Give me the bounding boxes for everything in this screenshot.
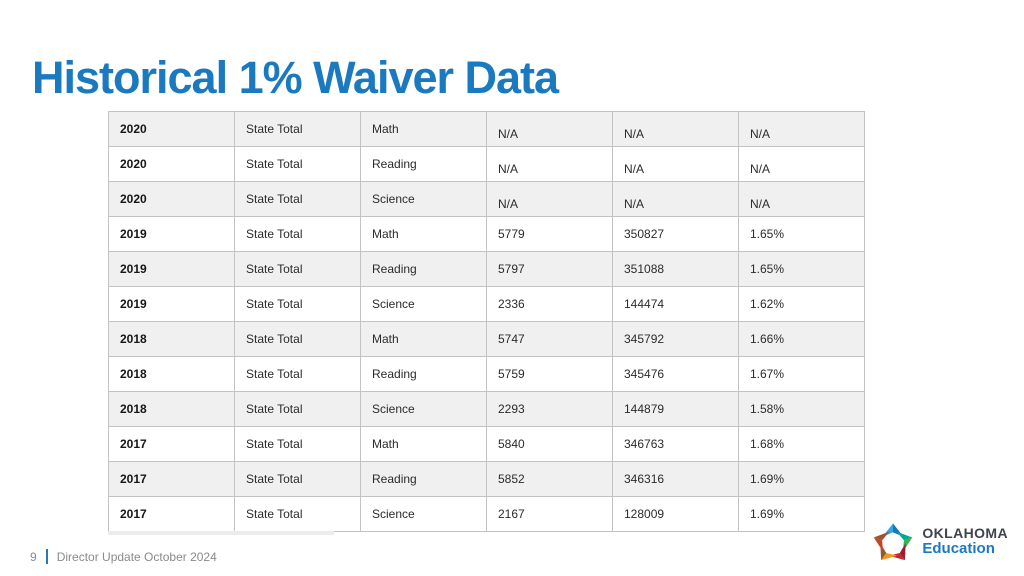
- table-cell: State Total: [234, 216, 361, 252]
- table-cell: N/A: [486, 181, 613, 217]
- table-cell: 1.66%: [738, 321, 865, 357]
- table-cell: Reading: [360, 146, 487, 182]
- table-cell: State Total: [234, 496, 361, 532]
- page-number: 9: [30, 549, 37, 564]
- white-star: [883, 533, 904, 553]
- table-cell: 2019: [108, 286, 235, 322]
- table-row: 2017 State Total Science 2167 128009 1.69%: [108, 496, 865, 532]
- waiver-table-container: 2020 State Total Math N/A N/A N/A 2020 State To…: [108, 111, 865, 532]
- footer: 9 Director Update October 2024: [30, 549, 217, 564]
- table-row: 2017 State Total Math 5840 346763 1.68%: [108, 426, 865, 462]
- table-cell: N/A: [612, 146, 739, 182]
- table-cell: 1.68%: [738, 426, 865, 462]
- logo-text: OKLAHOMA Education: [922, 525, 1008, 558]
- table-cell: Reading: [360, 356, 487, 392]
- table-cell: 2017: [108, 426, 235, 462]
- table-row: 2017 State Total Reading 5852 346316 1.69%: [108, 461, 865, 497]
- table-cell: 5779: [486, 216, 613, 252]
- table-cell: 2018: [108, 391, 235, 427]
- table-cell: Math: [360, 216, 487, 252]
- table-cell: State Total: [234, 111, 361, 147]
- table-cell: Math: [360, 426, 487, 462]
- table-cell: State Total: [234, 181, 361, 217]
- table-cell: N/A: [612, 111, 739, 147]
- table-cell: 1.65%: [738, 216, 865, 252]
- logo-dept-name: Education: [922, 540, 995, 558]
- table-cell: N/A: [486, 111, 613, 147]
- table-cell: 5759: [486, 356, 613, 392]
- table-cell: Science: [360, 286, 487, 322]
- table-cell: 2018: [108, 356, 235, 392]
- table-cell: Math: [360, 111, 487, 147]
- table-cell: State Total: [234, 321, 361, 357]
- table-cell: 345476: [612, 356, 739, 392]
- table-cell: 346316: [612, 461, 739, 497]
- table-cell: State Total: [234, 461, 361, 497]
- table-cell: 2293: [486, 391, 613, 427]
- table-cell: N/A: [486, 146, 613, 182]
- table-cell: 2167: [486, 496, 613, 532]
- table-cell: 2020: [108, 111, 235, 147]
- table-row: 2018 State Total Reading 5759 345476 1.67%: [108, 356, 865, 392]
- waiver-table: 2020 State Total Math N/A N/A N/A 2020 State To…: [108, 111, 865, 532]
- table-row: 2018 State Total Math 5747 345792 1.66%: [108, 321, 865, 357]
- table-row: 2020 State Total Math N/A N/A N/A: [108, 111, 865, 147]
- table-cell: Math: [360, 321, 487, 357]
- table-cell: Science: [360, 391, 487, 427]
- table-cell: 346763: [612, 426, 739, 462]
- table-cell: N/A: [738, 111, 865, 147]
- table-cell: 128009: [612, 496, 739, 532]
- table-cell: 144879: [612, 391, 739, 427]
- footer-divider: [45, 549, 48, 564]
- table-cell: 2017: [108, 496, 235, 532]
- table-shadow: [108, 531, 334, 535]
- table-cell: 2336: [486, 286, 613, 322]
- table-cell: 2018: [108, 321, 235, 357]
- table-cell: 1.58%: [738, 391, 865, 427]
- table-cell: 1.69%: [738, 461, 865, 497]
- slide-title: Historical 1% Waiver Data: [32, 52, 559, 103]
- table-cell: 5840: [486, 426, 613, 462]
- table-cell: State Total: [234, 426, 361, 462]
- logo-org-name: OKLAHOMA: [922, 525, 1008, 542]
- table-cell: 345792: [612, 321, 739, 357]
- table-cell: State Total: [234, 286, 361, 322]
- table-cell: 1.62%: [738, 286, 865, 322]
- table-cell: 5797: [486, 251, 613, 287]
- table-row: 2020 State Total Science N/A N/A N/A: [108, 181, 865, 217]
- table-row: 2018 State Total Science 2293 144879 1.58%: [108, 391, 865, 427]
- footer-text: Director Update October 2024: [56, 549, 217, 564]
- table-cell: Reading: [360, 461, 487, 497]
- table-cell: Science: [360, 496, 487, 532]
- table-cell: Science: [360, 181, 487, 217]
- table-cell: N/A: [738, 181, 865, 217]
- table-cell: Reading: [360, 251, 487, 287]
- table-row: 2019 State Total Reading 5797 351088 1.65%: [108, 251, 865, 287]
- table-row: 2019 State Total Science 2336 144474 1.62%: [108, 286, 865, 322]
- table-cell: 144474: [612, 286, 739, 322]
- table-cell: 2020: [108, 146, 235, 182]
- table-cell: 350827: [612, 216, 739, 252]
- table-cell: 1.67%: [738, 356, 865, 392]
- table-cell: N/A: [738, 146, 865, 182]
- table-cell: 1.69%: [738, 496, 865, 532]
- table-cell: 2020: [108, 181, 235, 217]
- table-cell: State Total: [234, 251, 361, 287]
- table-cell: 2019: [108, 251, 235, 287]
- oklahoma-star-icon: [874, 523, 913, 561]
- table-cell: 5747: [486, 321, 613, 357]
- table-row: 2019 State Total Math 5779 350827 1.65%: [108, 216, 865, 252]
- table-cell: 5852: [486, 461, 613, 497]
- table-cell: State Total: [234, 146, 361, 182]
- table-cell: State Total: [234, 391, 361, 427]
- table-cell: 1.65%: [738, 251, 865, 287]
- table-cell: 351088: [612, 251, 739, 287]
- table-cell: State Total: [234, 356, 361, 392]
- table-cell: N/A: [612, 181, 739, 217]
- table-cell: 2019: [108, 216, 235, 252]
- table-row: 2020 State Total Reading N/A N/A N/A: [108, 146, 865, 182]
- table-cell: 2017: [108, 461, 235, 497]
- oklahoma-education-logo: OKLAHOMA Education: [871, 518, 1008, 566]
